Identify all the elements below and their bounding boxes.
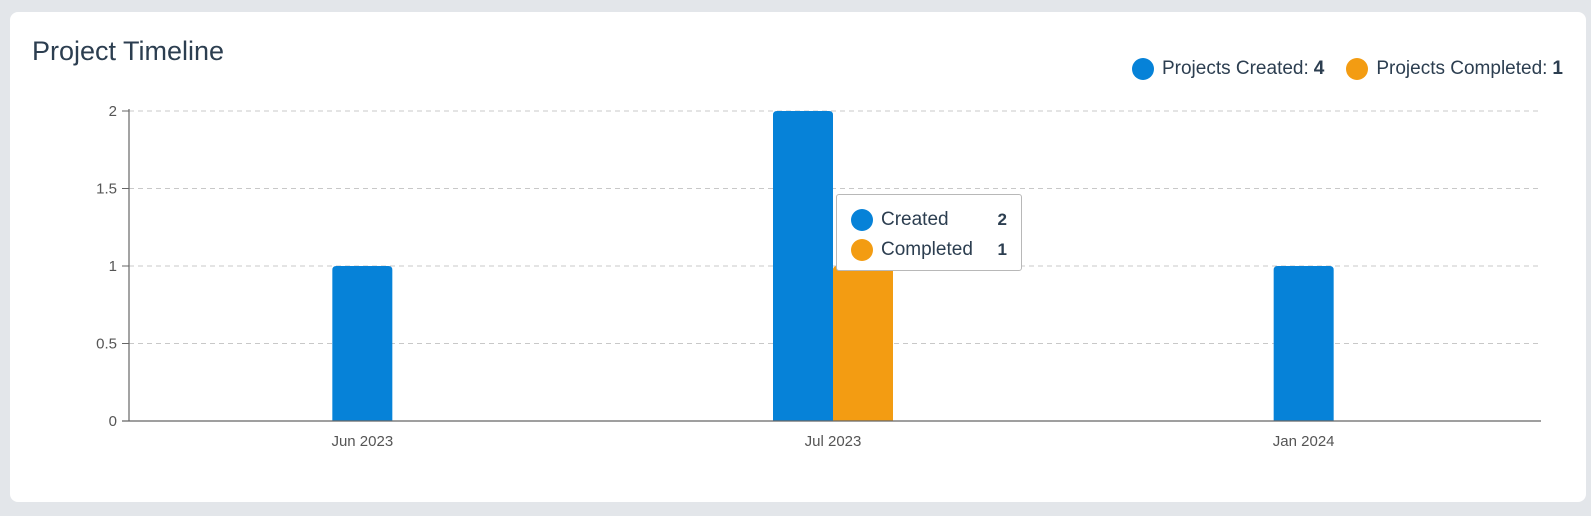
legend-value: 4 — [1313, 58, 1325, 79]
legend-dot-icon — [1346, 58, 1369, 80]
x-tick-label: Jun 2023 — [331, 433, 393, 450]
legend-dot-icon — [1131, 58, 1154, 80]
legend-item-created[interactable]: Projects Created: 4 — [1131, 58, 1325, 80]
tooltip-dot-icon — [851, 239, 873, 261]
tooltip-label: Completed — [881, 239, 973, 260]
bar-created — [332, 266, 393, 421]
bars — [332, 111, 1334, 421]
x-tick-label: Jul 2023 — [805, 433, 862, 450]
legend-label: Projects Created: — [1161, 58, 1309, 79]
tooltip-label: Created — [881, 209, 949, 230]
bar-created — [1273, 266, 1334, 421]
tooltip-dot-icon — [851, 209, 873, 231]
tooltip-value: 2 — [997, 210, 1007, 229]
y-tick-label: 0 — [109, 413, 117, 430]
legend-item-completed[interactable]: Projects Completed: 1 — [1346, 58, 1563, 80]
tick-labels: 0 0.5 1 1.5 2 Jun 2023 Jul 2023 Jan 2024 — [96, 103, 1334, 450]
y-tick-label: 2 — [109, 103, 117, 120]
chart-title: Project Timeline — [32, 36, 225, 66]
x-tick-label: Jan 2024 — [1273, 433, 1335, 450]
legend: Projects Created: 4 Projects Completed: … — [1110, 58, 1563, 80]
chart-tooltip: Created 2 Completed 1 — [836, 194, 1022, 271]
y-tick-label: 0.5 — [96, 336, 117, 353]
legend-value: 1 — [1552, 58, 1563, 79]
y-tick-label: 1.5 — [96, 181, 117, 198]
bar-created — [773, 111, 833, 421]
axes — [122, 109, 1541, 422]
tooltip-row-created: Created 2 — [851, 205, 1007, 235]
bar-completed — [833, 266, 893, 421]
legend-label: Projects Completed: — [1376, 58, 1548, 79]
y-tick-label: 1 — [109, 258, 117, 275]
tooltip-value: 1 — [997, 240, 1007, 259]
tooltip-row-completed: Completed 1 — [851, 235, 1007, 265]
